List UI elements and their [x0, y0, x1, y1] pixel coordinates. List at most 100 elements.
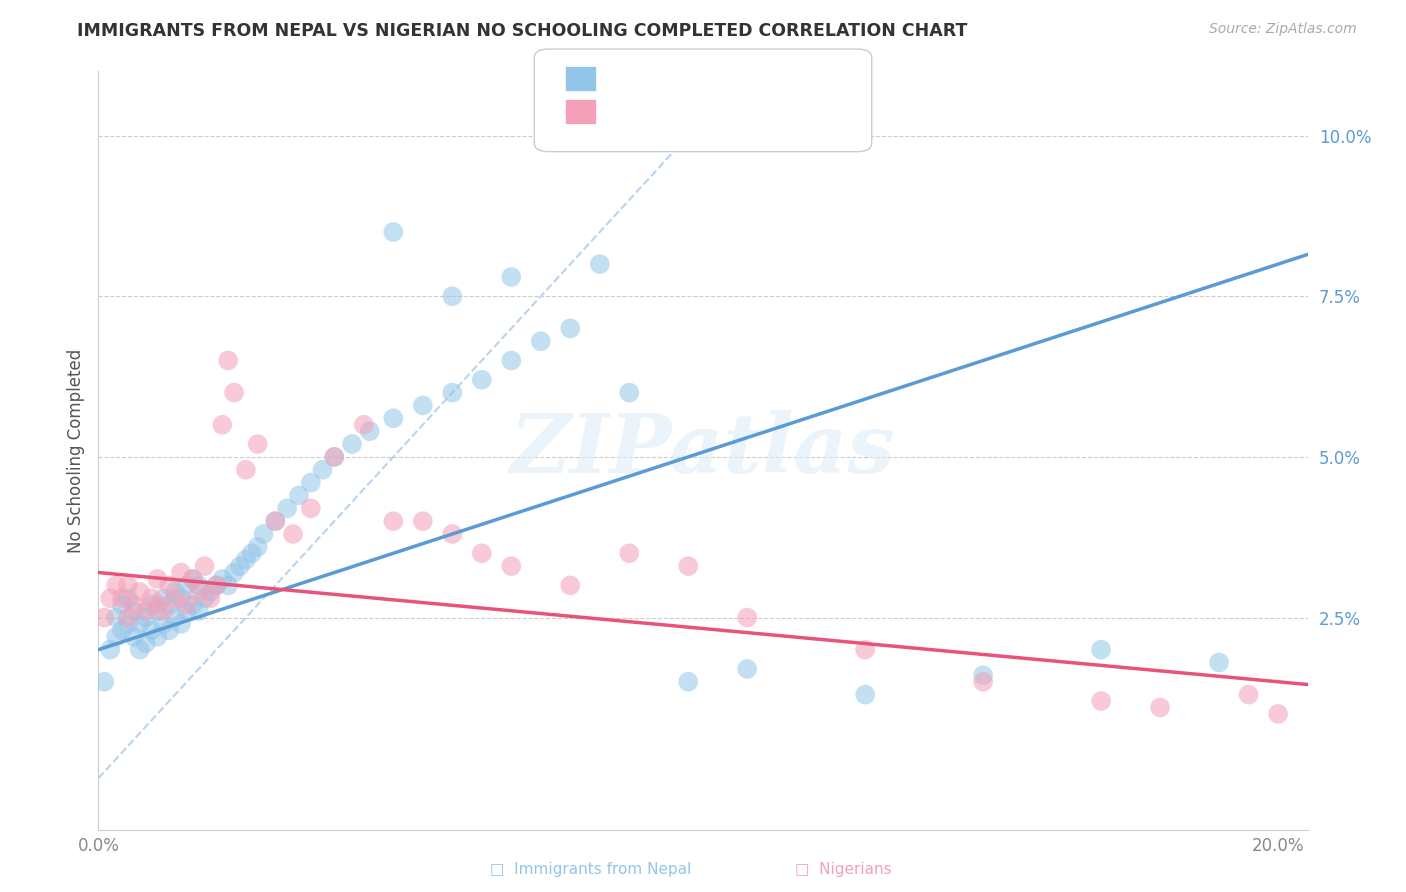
Point: [323, 450, 346, 464]
Point: [235, 463, 257, 477]
Point: [135, 604, 157, 618]
Point: [200, 584, 222, 599]
Text: □  Immigrants from Nepal: □ Immigrants from Nepal: [489, 863, 692, 877]
Point: [412, 514, 434, 528]
Point: [176, 598, 198, 612]
Point: [165, 584, 187, 599]
Point: [382, 514, 405, 528]
Point: [200, 591, 222, 606]
Point: [276, 501, 298, 516]
Point: [235, 552, 257, 566]
Point: [441, 527, 464, 541]
Point: [117, 591, 139, 606]
Point: [353, 417, 375, 432]
Point: [165, 591, 187, 606]
Point: [530, 334, 553, 349]
Y-axis label: No Schooling Completed: No Schooling Completed: [66, 349, 84, 552]
Point: [105, 610, 128, 624]
Text: R = -0.228   N = 47: R = -0.228 N = 47: [607, 104, 780, 119]
Point: [441, 289, 464, 303]
Point: [146, 598, 169, 612]
Point: [165, 610, 187, 624]
Point: [205, 578, 228, 592]
Point: [501, 353, 523, 368]
Point: [471, 546, 494, 560]
Point: [146, 572, 169, 586]
Point: [1090, 642, 1112, 657]
Point: [299, 475, 322, 490]
Point: [122, 598, 145, 612]
Point: [735, 662, 758, 676]
Point: [264, 514, 287, 528]
Point: [194, 591, 217, 606]
Point: [560, 578, 582, 592]
Point: [111, 598, 134, 612]
Point: [217, 353, 239, 368]
Point: [619, 385, 641, 400]
Point: [619, 546, 641, 560]
Point: [111, 591, 134, 606]
Point: [181, 572, 204, 586]
Point: [157, 624, 180, 638]
Point: [246, 540, 269, 554]
Point: [1090, 694, 1112, 708]
Point: [141, 598, 163, 612]
Point: [589, 257, 612, 271]
Point: [98, 642, 121, 657]
Text: R =  0.413   N = 69: R = 0.413 N = 69: [607, 71, 780, 86]
Point: [678, 674, 700, 689]
Point: [678, 559, 700, 574]
Point: [441, 385, 464, 400]
Point: [1208, 656, 1230, 670]
Text: ZIPatlas: ZIPatlas: [510, 410, 896, 491]
Point: [93, 610, 115, 624]
Point: [146, 604, 169, 618]
Point: [93, 674, 115, 689]
Point: [299, 501, 322, 516]
Point: [146, 630, 169, 644]
Point: [117, 616, 139, 631]
Point: [853, 688, 876, 702]
Point: [359, 424, 381, 438]
Point: [111, 624, 134, 638]
Point: [1149, 700, 1171, 714]
Point: [264, 514, 287, 528]
Point: [382, 225, 405, 239]
Point: [152, 604, 174, 618]
Point: [412, 399, 434, 413]
Point: [157, 598, 180, 612]
Point: [135, 610, 157, 624]
Point: [972, 674, 994, 689]
Point: [853, 642, 876, 657]
Point: [105, 630, 128, 644]
Point: [311, 463, 333, 477]
Text: IMMIGRANTS FROM NEPAL VS NIGERIAN NO SCHOOLING COMPLETED CORRELATION CHART: IMMIGRANTS FROM NEPAL VS NIGERIAN NO SCH…: [77, 22, 967, 40]
Point: [176, 604, 198, 618]
Point: [105, 578, 128, 592]
Point: [281, 527, 304, 541]
Point: [170, 566, 193, 580]
Text: Source: ZipAtlas.com: Source: ZipAtlas.com: [1209, 22, 1357, 37]
Point: [187, 578, 209, 592]
Point: [170, 616, 193, 631]
Point: [735, 610, 758, 624]
Point: [128, 584, 150, 599]
Point: [1267, 706, 1289, 721]
Point: [117, 610, 139, 624]
Point: [181, 572, 204, 586]
Point: [152, 591, 174, 606]
Point: [340, 437, 363, 451]
Point: [181, 598, 204, 612]
Point: [246, 437, 269, 451]
Point: [222, 566, 245, 580]
Point: [972, 668, 994, 682]
Point: [187, 604, 209, 618]
Point: [211, 417, 233, 432]
Point: [176, 578, 198, 592]
Point: [98, 591, 121, 606]
Point: [501, 559, 523, 574]
Point: [217, 578, 239, 592]
Point: [141, 591, 163, 606]
Point: [157, 578, 180, 592]
Point: [240, 546, 263, 560]
